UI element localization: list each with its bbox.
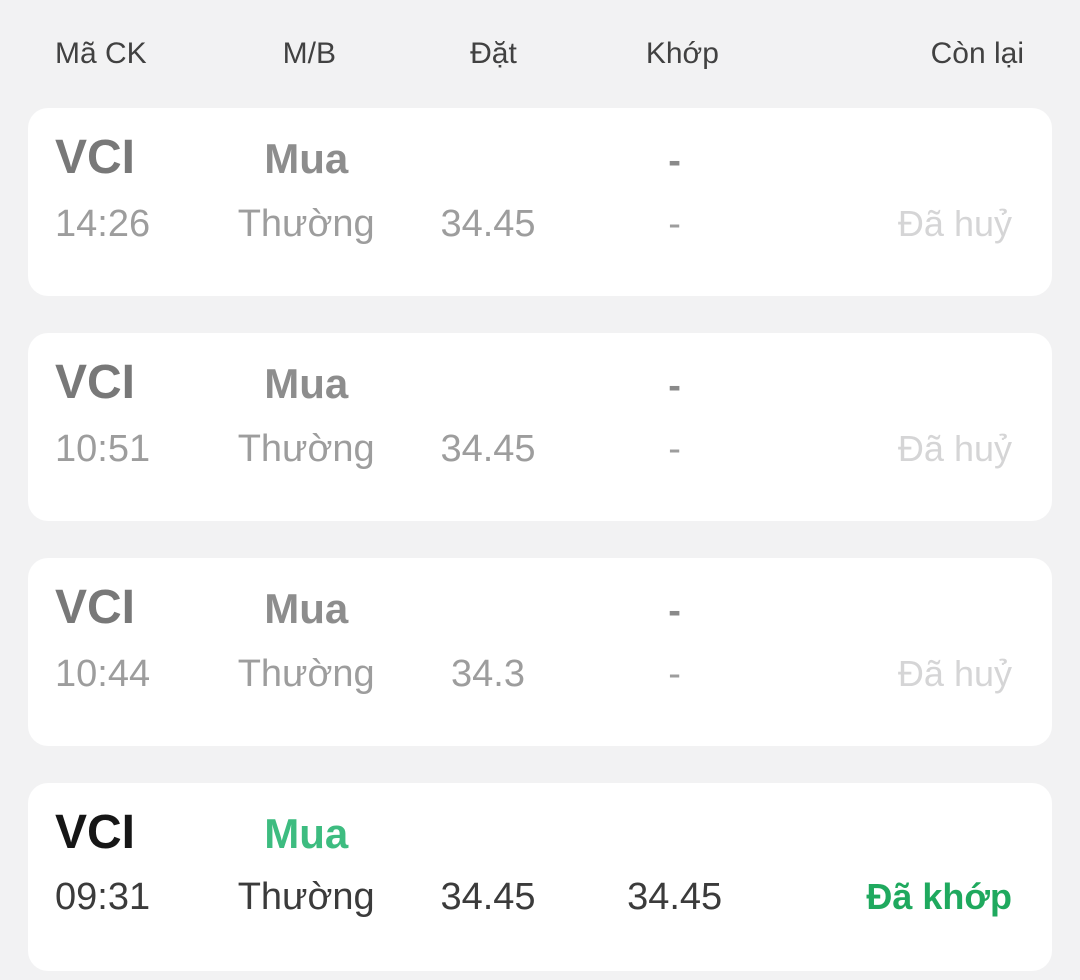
- order-time: 14:26: [55, 203, 151, 245]
- order-card[interactable]: VCI Mua - 10:44 Thường 34.3 - Đã huỷ: [28, 558, 1052, 746]
- order-list-header: Mã CK M/B Đặt Khớp Còn lại: [0, 0, 1080, 108]
- order-status-badge: Đã khớp: [866, 876, 1012, 917]
- order-status-badge: Đã huỷ: [897, 428, 1012, 469]
- order-side: Mua: [264, 360, 349, 407]
- matched-price: -: [668, 203, 681, 245]
- order-time: 09:31: [55, 876, 151, 918]
- column-header-remaining: Còn lại: [930, 37, 1024, 70]
- stock-symbol: VCI: [55, 131, 136, 184]
- order-side: Mua: [264, 585, 349, 632]
- placed-price: 34.45: [440, 203, 536, 245]
- matched-price: -: [668, 428, 681, 470]
- matched-price: 34.45: [627, 876, 723, 918]
- column-header-symbol: Mã CK: [55, 37, 147, 70]
- order-type: Thường: [237, 203, 375, 245]
- order-status-badge: Đã huỷ: [897, 203, 1012, 244]
- order-time: 10:51: [55, 428, 151, 470]
- order-type: Thường: [237, 428, 375, 470]
- placed-price: 34.45: [440, 876, 536, 918]
- stock-symbol: VCI: [55, 356, 136, 409]
- matched-top-value: -: [668, 590, 681, 632]
- matched-price: -: [668, 653, 681, 695]
- order-side: Mua: [264, 810, 349, 857]
- column-header-matched: Khớp: [645, 37, 719, 70]
- order-card[interactable]: VCI Mua - 10:51 Thường 34.45 - Đã huỷ: [28, 333, 1052, 521]
- order-type: Thường: [237, 876, 375, 918]
- column-header-side: M/B: [282, 37, 337, 70]
- stock-symbol: VCI: [55, 806, 136, 859]
- placed-price: 34.3: [451, 653, 525, 695]
- stock-symbol: VCI: [55, 581, 136, 634]
- order-side: Mua: [264, 135, 349, 182]
- order-status-badge: Đã huỷ: [897, 653, 1012, 694]
- matched-top-value: -: [668, 365, 681, 407]
- order-card[interactable]: VCI Mua 09:31 Thường 34.45 34.45 Đã khớp: [28, 783, 1052, 971]
- matched-top-value: -: [668, 140, 681, 182]
- order-type: Thường: [237, 653, 375, 695]
- placed-price: 34.45: [440, 428, 536, 470]
- column-header-placed: Đặt: [470, 37, 517, 70]
- order-card[interactable]: VCI Mua - 14:26 Thường 34.45 - Đã huỷ: [28, 108, 1052, 296]
- order-time: 10:44: [55, 653, 151, 695]
- order-list: VCI Mua - 14:26 Thường 34.45 - Đã huỷ VC…: [0, 108, 1080, 971]
